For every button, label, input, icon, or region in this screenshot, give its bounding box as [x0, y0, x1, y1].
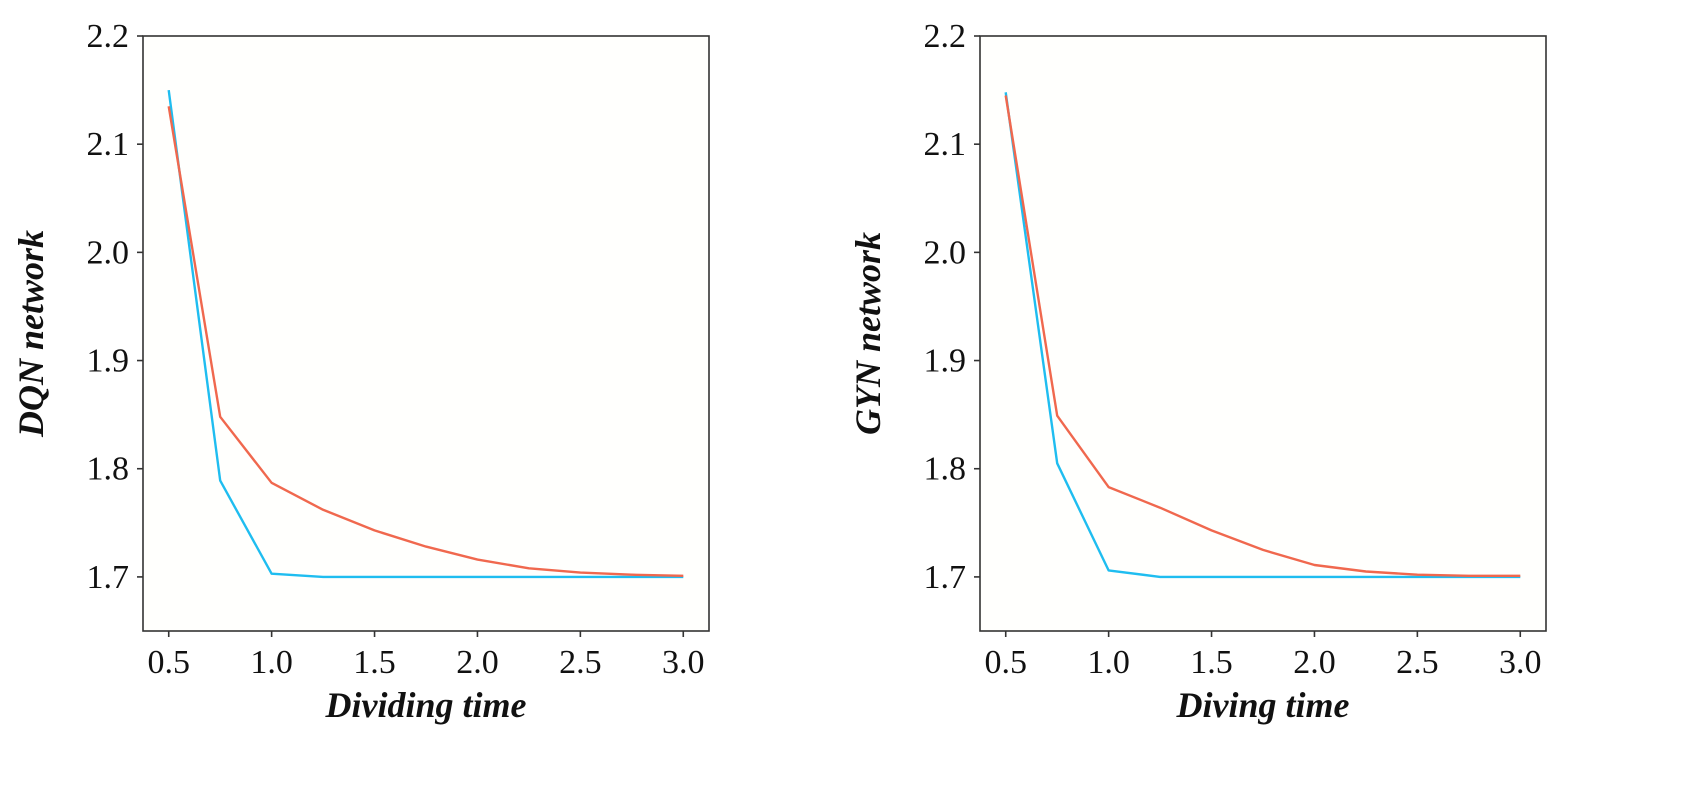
y-tick-label: 1.9: [87, 343, 130, 380]
y-axis-label: GYN network: [848, 232, 888, 435]
y-tick-label: 2.2: [924, 18, 967, 55]
y-tick-label: 1.9: [924, 343, 967, 380]
y-tick-label: 1.7: [87, 559, 130, 596]
y-tick-label: 2.2: [87, 18, 130, 55]
x-tick-label: 0.5: [147, 644, 190, 681]
plot-area: [142, 35, 710, 632]
x-tick-label: 1.5: [1190, 644, 1233, 681]
y-tick-label: 1.7: [924, 559, 967, 596]
y-tick-label: 1.8: [924, 451, 967, 488]
chart-panel-2: 1.7 1.8 1.9 2.0 2.1 2.2 0.5 1.0 1.5 2.0 2.5 3.0 Divi…: [848, 18, 1547, 725]
plot-area: [979, 35, 1547, 632]
y-tick-label: 2.0: [87, 234, 130, 271]
chart-panel-1: 1.7 1.8 1.9 2.0 2.1 2.2 0.5 1.0 1.5 2.0 2.5 3.0 Divi…: [11, 18, 710, 725]
x-axis-label: Dividing time: [325, 685, 527, 725]
x-tick-label: 3.0: [662, 644, 705, 681]
x-tick-label: 2.5: [559, 644, 602, 681]
y-tick-label: 2.1: [924, 126, 967, 163]
y-tick-label: 1.8: [87, 451, 130, 488]
x-tick-label: 3.0: [1499, 644, 1542, 681]
series-line-red: [167, 106, 684, 577]
x-tick-label: 1.0: [250, 644, 293, 681]
y-axis-label: DQN network: [11, 230, 51, 438]
x-tick-label: 2.5: [1396, 644, 1439, 681]
x-axis-label: Diving time: [1176, 685, 1350, 725]
series-line-blue: [167, 89, 684, 579]
x-tick-label: 2.0: [1293, 644, 1336, 681]
y-tick-label: 2.1: [87, 126, 130, 163]
series-line-blue: [1004, 92, 1521, 579]
x-tick-label: 0.5: [984, 644, 1027, 681]
x-tick-label: 2.0: [456, 644, 499, 681]
x-tick-label: 1.5: [353, 644, 396, 681]
series-line-red: [1004, 95, 1521, 577]
y-tick-label: 2.0: [924, 234, 967, 271]
x-tick-label: 1.0: [1087, 644, 1130, 681]
